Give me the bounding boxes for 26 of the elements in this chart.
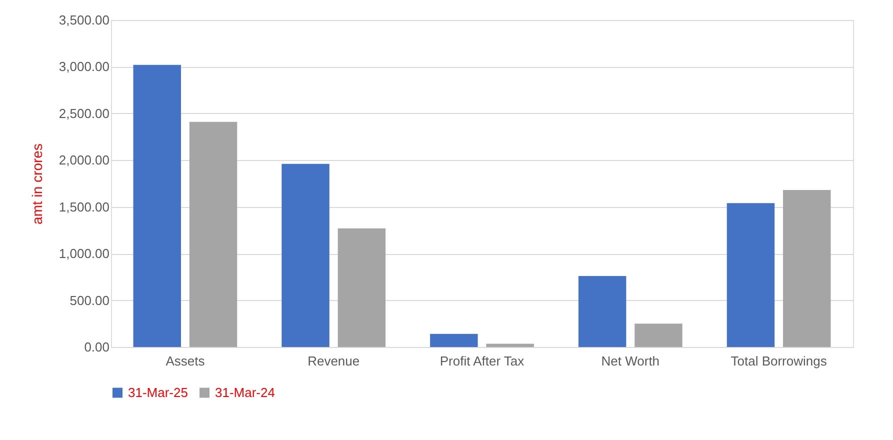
y-tick-label: 1,500.00 (58, 199, 110, 214)
y-tick-label: 3,500.00 (58, 12, 110, 28)
bar (486, 344, 534, 347)
x-tick-label: Revenue (308, 354, 360, 368)
legend-label: 31-Mar-25 (128, 384, 188, 400)
bar (726, 203, 775, 347)
bar (783, 190, 831, 347)
y-axis-title: amt in crores (28, 144, 45, 224)
legend-label: 31-Mar-24 (215, 384, 275, 400)
bar (430, 334, 478, 347)
x-tick-label: Net Worth (601, 354, 660, 368)
y-tick-label: 1,000.00 (58, 246, 110, 262)
bar (282, 164, 330, 347)
x-tick-label: Assets (166, 354, 206, 368)
bar (634, 324, 682, 347)
x-tick-label: Total Borrowings (730, 354, 828, 368)
y-tick-label: 3,000.00 (58, 59, 110, 74)
x-tick-label: Profit After Tax (440, 354, 525, 368)
bar (189, 122, 238, 347)
y-tick-label: 2,000.00 (58, 152, 110, 168)
y-tick-label: 2,500.00 (58, 106, 110, 121)
bar (133, 64, 181, 347)
y-tick-label: 500.00 (70, 292, 110, 308)
bar (578, 276, 626, 347)
bar (338, 228, 386, 347)
y-tick-label: 0.00 (84, 340, 110, 354)
